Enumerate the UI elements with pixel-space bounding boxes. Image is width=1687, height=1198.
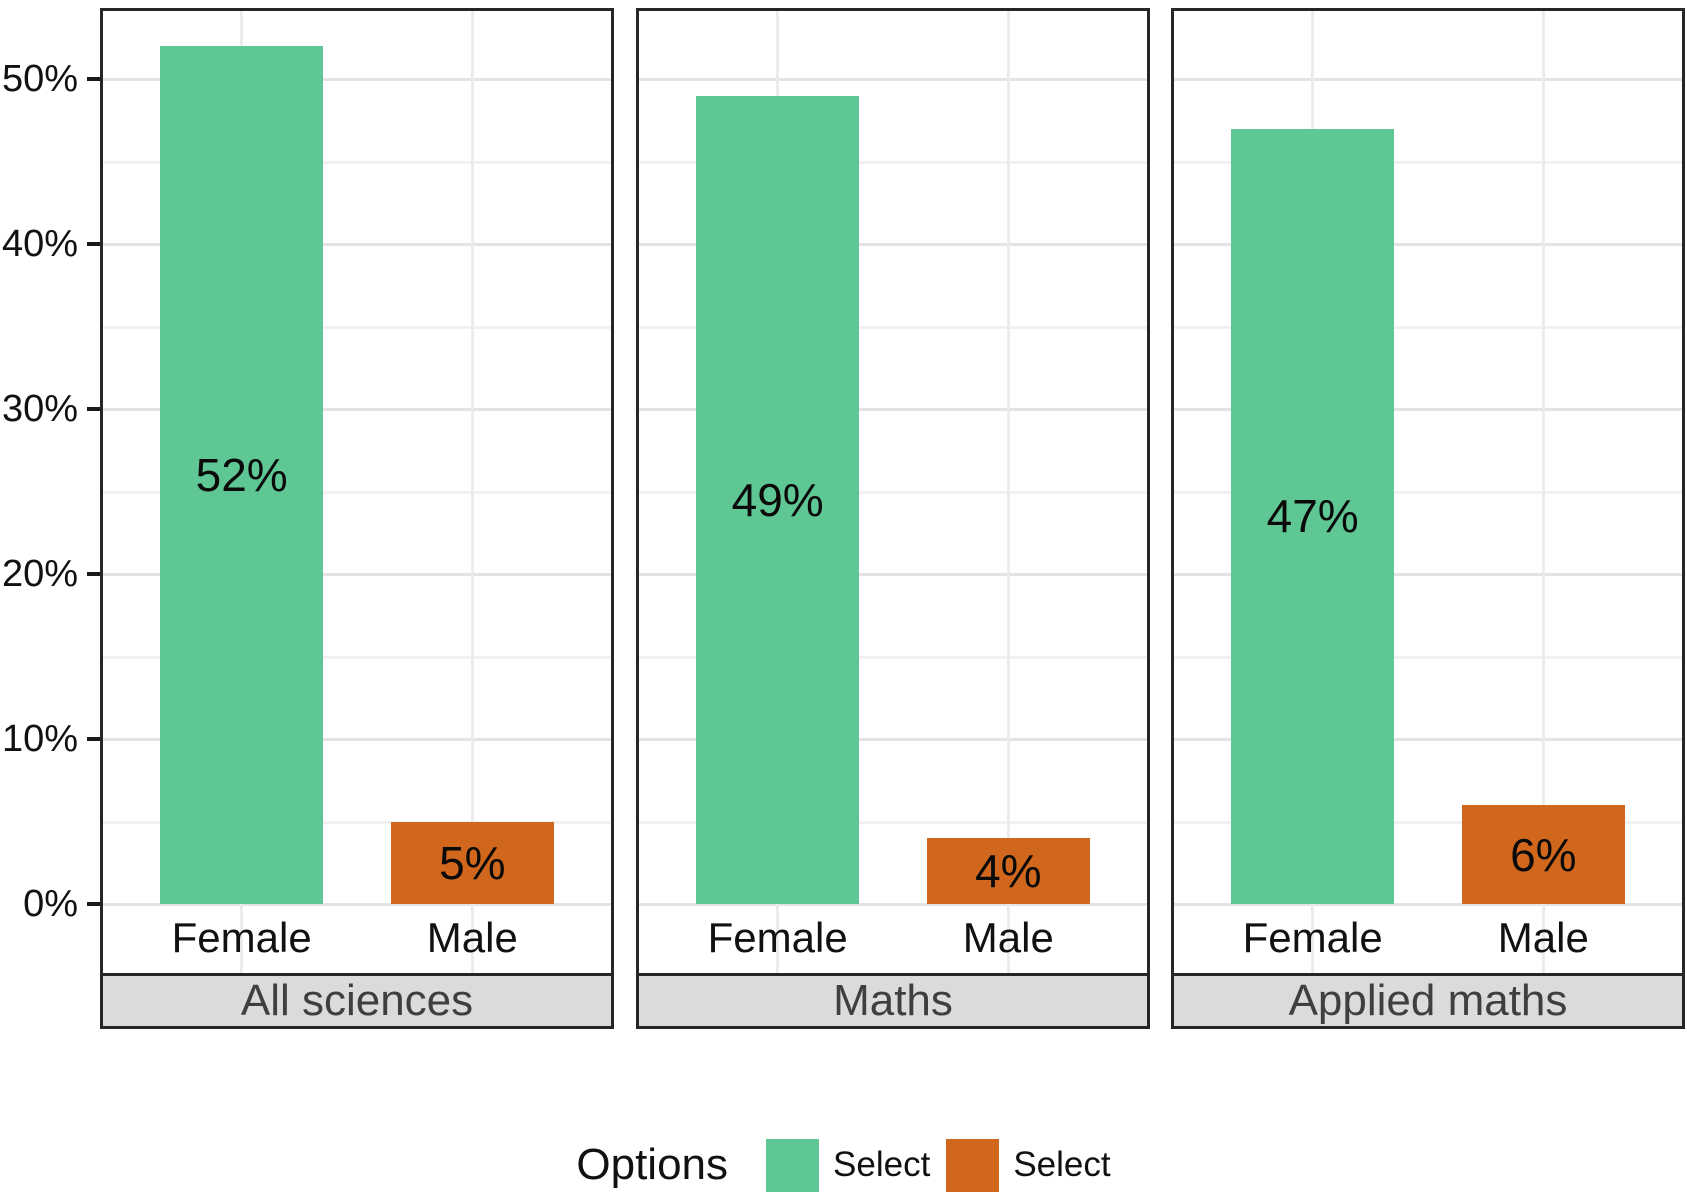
legend-title: Options (576, 1140, 729, 1189)
major-gridline (1174, 738, 1682, 741)
minor-gridline (103, 655, 611, 659)
minor-gridline (1174, 325, 1682, 329)
legend: Options Select Select (0, 1132, 1687, 1198)
minor-gridline (103, 325, 611, 329)
major-gridline (1174, 903, 1682, 906)
major-gridline (1174, 573, 1682, 576)
major-gridline (639, 408, 1147, 411)
facet-strip-label: Applied maths (1288, 976, 1568, 1025)
y-axis-tick (87, 737, 100, 741)
bar-male (390, 821, 554, 904)
legend-item: Select (766, 1138, 931, 1192)
y-axis-tick-label: 40% (1, 223, 78, 265)
major-gridline (103, 738, 611, 741)
bar-female (696, 95, 860, 904)
y-axis-tick-label: 20% (1, 553, 78, 595)
facet-strip-label: Maths (833, 976, 953, 1025)
category-gridline (1541, 11, 1545, 973)
y-axis-tick-label: 0% (23, 883, 78, 925)
x-axis-category-label: Male (1497, 914, 1589, 961)
y-axis-tick (87, 77, 100, 81)
legend-color-swatch (946, 1138, 1000, 1192)
major-gridline (103, 573, 611, 576)
facet-panel: 47% Female 6% Male Applied maths (1171, 8, 1685, 1029)
y-axis-tick (87, 572, 100, 576)
x-axis-category-label: Male (962, 914, 1054, 961)
major-gridline (1174, 243, 1682, 246)
bar-male (926, 838, 1090, 904)
minor-gridline (639, 490, 1147, 494)
plot-area: 49% Female 4% Male (639, 11, 1147, 973)
minor-gridline (103, 160, 611, 164)
bar-female (1231, 128, 1395, 904)
minor-gridline (103, 490, 611, 494)
minor-gridline (639, 655, 1147, 659)
plot-area: 47% Female 6% Male (1174, 11, 1682, 973)
minor-gridline (639, 160, 1147, 164)
major-gridline (639, 573, 1147, 576)
legend-items: Select Select (750, 1138, 1111, 1192)
major-gridline (103, 903, 611, 906)
x-axis-category-label: Female (171, 914, 312, 961)
major-gridline (639, 738, 1147, 741)
x-axis-category-label: Female (1242, 914, 1383, 961)
facet-panel: 52% Female 5% Male All sciences (100, 8, 614, 1029)
facet-strip: Applied maths (1174, 973, 1682, 1026)
category-gridline (470, 11, 474, 973)
x-axis-category-label: Female (707, 914, 848, 961)
plot-area: 52% Female 5% Male (103, 11, 611, 973)
major-gridline (103, 243, 611, 246)
minor-gridline (1174, 820, 1682, 824)
y-axis-tick (87, 407, 100, 411)
bar-value-label: 47% (1266, 490, 1359, 543)
legend-color-swatch (766, 1138, 820, 1192)
major-gridline (103, 408, 611, 411)
y-axis-tick-label: 50% (1, 58, 78, 100)
category-gridline (1006, 11, 1010, 973)
facet-panel: 49% Female 4% Male Maths (636, 8, 1150, 1029)
y-axis-tick-label: 10% (1, 718, 78, 760)
bar-value-label: 5% (439, 836, 506, 889)
major-gridline (639, 78, 1147, 81)
major-gridline (1174, 408, 1682, 411)
minor-gridline (639, 325, 1147, 329)
bar-value-label: 52% (195, 449, 288, 501)
bar-value-label: 49% (731, 473, 824, 526)
y-axis-tick (87, 242, 100, 246)
minor-gridline (1174, 160, 1682, 164)
bar-female (160, 46, 324, 904)
y-axis-tick-label: 30% (1, 388, 78, 430)
minor-gridline (103, 820, 611, 824)
facet-strip: All sciences (103, 973, 611, 1026)
bar-male (1461, 805, 1625, 904)
major-gridline (103, 78, 611, 81)
legend-item-label: Select (1013, 1145, 1111, 1184)
legend-item: Select (946, 1138, 1111, 1192)
minor-gridline (1174, 490, 1682, 494)
facet-strip-label: All sciences (240, 976, 474, 1025)
bar-value-label: 4% (975, 845, 1042, 897)
facet-strip: Maths (639, 973, 1147, 1026)
legend-item-label: Select (833, 1145, 931, 1184)
bar-value-label: 6% (1510, 828, 1577, 881)
minor-gridline (1174, 655, 1682, 659)
x-axis-category-label: Male (426, 914, 518, 961)
minor-gridline (639, 820, 1147, 824)
y-axis-tick (87, 902, 100, 906)
major-gridline (1174, 78, 1682, 81)
major-gridline (639, 243, 1147, 246)
major-gridline (639, 903, 1147, 906)
